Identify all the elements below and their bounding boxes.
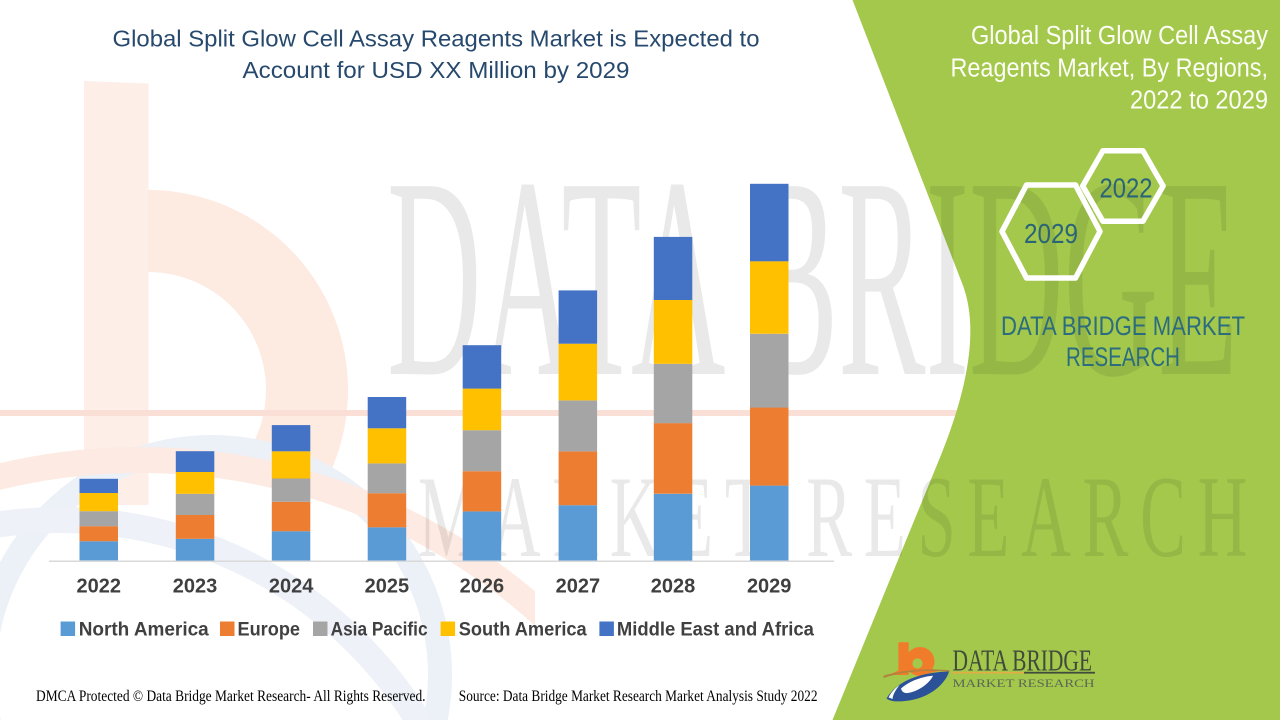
svg-text:DATA BRIDGE: DATA BRIDGE	[953, 643, 1093, 678]
svg-text:2029: 2029	[1024, 218, 1078, 249]
svg-text:Account for USD XX Million by: Account for USD XX Million by 2029	[243, 57, 630, 83]
svg-text:2022: 2022	[77, 576, 122, 598]
svg-text:2022 to 2029: 2022 to 2029	[1130, 87, 1268, 115]
svg-text:DMCA Protected © Data Bridge M: DMCA Protected © Data Bridge Market Rese…	[36, 688, 426, 705]
svg-text:Global Split Glow Cell Assay: Global Split Glow Cell Assay	[971, 22, 1268, 50]
svg-text:2027: 2027	[556, 576, 601, 598]
svg-text:Source: Data Bridge Market Res: Source: Data Bridge Market Research Mark…	[459, 688, 818, 705]
svg-text:2023: 2023	[173, 576, 218, 598]
svg-text:Middle East and Africa: Middle East and Africa	[617, 620, 814, 641]
svg-text:2022: 2022	[1100, 173, 1153, 204]
svg-text:2026: 2026	[460, 576, 505, 598]
svg-text:2028: 2028	[651, 576, 696, 598]
svg-text:Asia Pacific: Asia Pacific	[331, 620, 428, 641]
svg-text:North America: North America	[79, 620, 209, 641]
svg-text:DATA BRIDGE MARKET: DATA BRIDGE MARKET	[1001, 311, 1245, 341]
svg-text:MARKET RESEARCH: MARKET RESEARCH	[418, 453, 1259, 582]
svg-text:2025: 2025	[365, 576, 410, 598]
svg-text:South America: South America	[459, 620, 587, 641]
svg-text:DATA BRIDGE: DATA BRIDGE	[387, 119, 1238, 437]
svg-text:MARKET RESEARCH: MARKET RESEARCH	[953, 678, 1095, 690]
svg-text:Europe: Europe	[238, 620, 301, 641]
svg-text:RESEARCH: RESEARCH	[1066, 342, 1180, 372]
svg-text:2029: 2029	[747, 576, 792, 598]
svg-text:2024: 2024	[269, 576, 314, 598]
svg-text:Global Split Glow Cell Assay R: Global Split Glow Cell Assay Reagents Ma…	[113, 26, 760, 52]
svg-text:Reagents Market, By Regions,: Reagents Market, By Regions,	[951, 54, 1269, 82]
